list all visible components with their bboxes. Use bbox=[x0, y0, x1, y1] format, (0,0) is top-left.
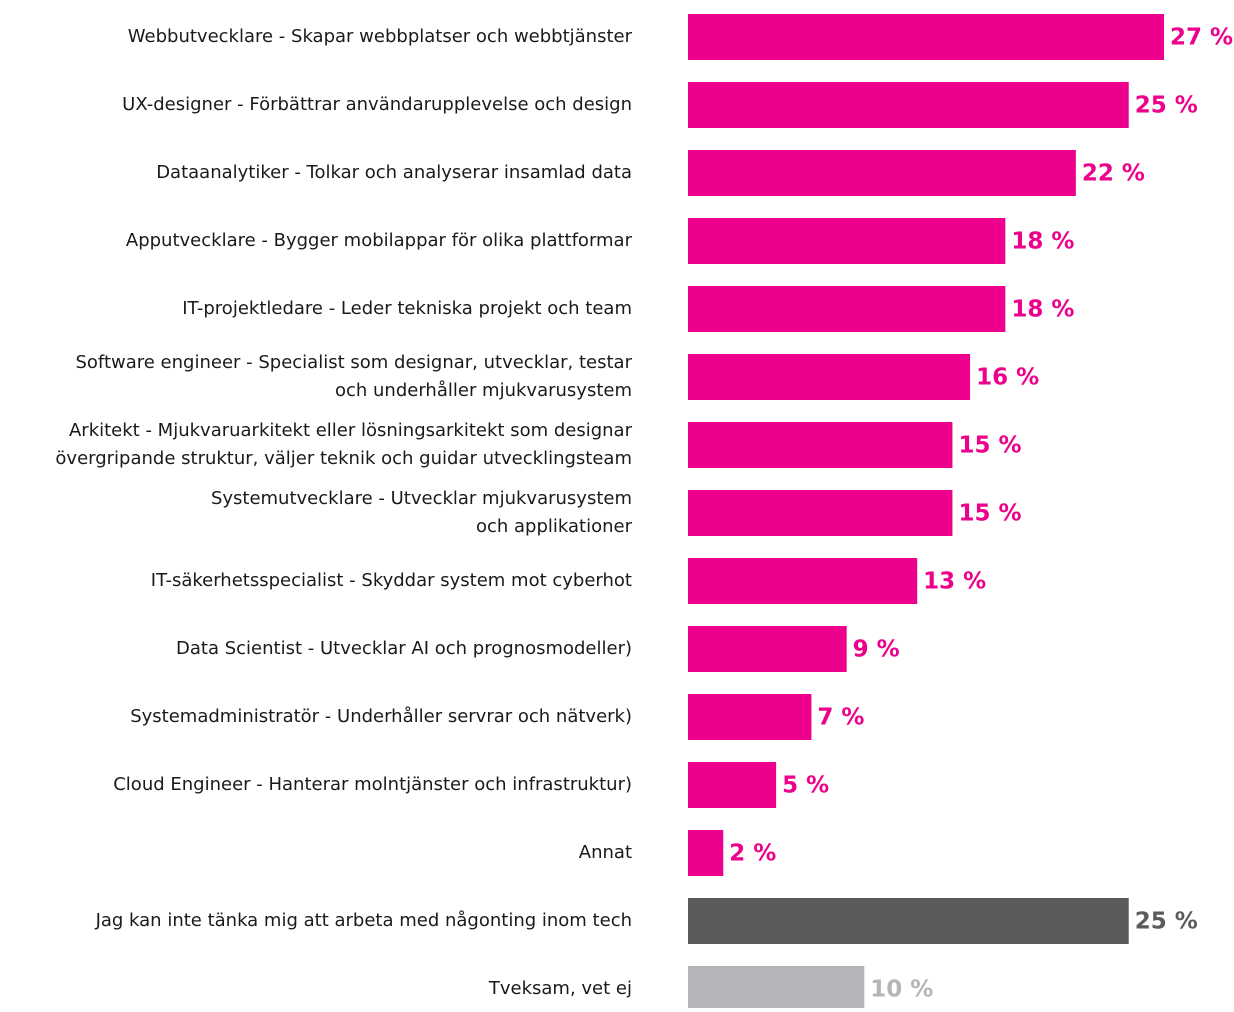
category-label: Dataanalytiker - Tolkar och analyserar i… bbox=[156, 162, 632, 183]
value-label: 7 % bbox=[817, 705, 864, 731]
value-label: 22 % bbox=[1082, 161, 1145, 187]
category-label: IT-säkerhetsspecialist - Skyddar system … bbox=[151, 570, 632, 591]
category-line: Cloud Engineer - Hanterar molntjänster o… bbox=[113, 774, 632, 795]
bar bbox=[688, 286, 1006, 332]
bar bbox=[688, 422, 953, 468]
category-label: Software engineer - Specialist som desig… bbox=[75, 352, 632, 401]
bar bbox=[688, 762, 777, 808]
category-line: Apputvecklare - Bygger mobilappar för ol… bbox=[126, 230, 633, 251]
category-label: Jag kan inte tänka mig att arbeta med nå… bbox=[95, 910, 632, 931]
category-label: Apputvecklare - Bygger mobilappar för ol… bbox=[126, 230, 633, 251]
value-label: 5 % bbox=[782, 773, 829, 799]
category-label: Cloud Engineer - Hanterar molntjänster o… bbox=[113, 774, 632, 795]
category-line: IT-säkerhetsspecialist - Skyddar system … bbox=[151, 570, 632, 591]
category-line: Annat bbox=[579, 842, 632, 863]
category-line: Tveksam, vet ej bbox=[488, 978, 632, 999]
category-line: Arkitekt - Mjukvaruarkitekt eller lösnin… bbox=[69, 420, 633, 441]
category-line: Webbutvecklare - Skapar webbplatser och … bbox=[128, 26, 633, 47]
category-line: Systemutvecklare - Utvecklar mjukvarusys… bbox=[211, 488, 632, 509]
category-label: Webbutvecklare - Skapar webbplatser och … bbox=[128, 26, 633, 47]
bar bbox=[688, 626, 847, 672]
category-line: och applikationer bbox=[476, 516, 633, 537]
category-label: Systemadministratör - Underhåller servra… bbox=[130, 706, 632, 727]
category-label: Tveksam, vet ej bbox=[488, 978, 632, 999]
category-line: Jag kan inte tänka mig att arbeta med nå… bbox=[95, 910, 632, 931]
value-label: 16 % bbox=[976, 365, 1039, 391]
bar bbox=[688, 150, 1076, 196]
category-label: Systemutvecklare - Utvecklar mjukvarusys… bbox=[211, 488, 633, 537]
bar bbox=[688, 82, 1129, 128]
category-label: Data Scientist - Utvecklar AI och progno… bbox=[176, 638, 632, 659]
category-label: Arkitekt - Mjukvaruarkitekt eller lösnin… bbox=[55, 420, 632, 469]
value-label: 18 % bbox=[1011, 297, 1074, 323]
value-label: 15 % bbox=[958, 433, 1021, 459]
value-label: 27 % bbox=[1170, 25, 1233, 51]
bar bbox=[688, 490, 953, 536]
value-label: 15 % bbox=[958, 501, 1021, 527]
bar bbox=[688, 354, 971, 400]
category-line: Data Scientist - Utvecklar AI och progno… bbox=[176, 638, 632, 659]
value-label: 25 % bbox=[1135, 93, 1198, 119]
value-label: 18 % bbox=[1011, 229, 1074, 255]
bar bbox=[688, 830, 724, 876]
category-line: övergripande struktur, väljer teknik och… bbox=[55, 448, 632, 469]
category-line: UX-designer - Förbättrar användaruppleve… bbox=[122, 94, 632, 115]
bar bbox=[688, 694, 812, 740]
category-line: Dataanalytiker - Tolkar och analyserar i… bbox=[156, 162, 632, 183]
category-label: IT-projektledare - Leder tekniska projek… bbox=[182, 298, 632, 319]
value-label: 10 % bbox=[870, 977, 933, 1003]
value-label: 13 % bbox=[923, 569, 986, 595]
bar bbox=[688, 218, 1006, 264]
category-line: och underhåller mjukvarusystem bbox=[335, 380, 632, 401]
value-label: 9 % bbox=[853, 637, 900, 663]
value-label: 25 % bbox=[1135, 909, 1198, 935]
category-label: UX-designer - Förbättrar användaruppleve… bbox=[122, 94, 632, 115]
bar bbox=[688, 966, 865, 1012]
bar bbox=[688, 14, 1164, 60]
value-label: 2 % bbox=[729, 841, 776, 867]
bar bbox=[688, 898, 1129, 944]
category-line: Systemadministratör - Underhåller servra… bbox=[130, 706, 632, 727]
category-line: IT-projektledare - Leder tekniska projek… bbox=[182, 298, 632, 319]
bar bbox=[688, 558, 918, 604]
category-label: Annat bbox=[579, 842, 632, 863]
category-line: Software engineer - Specialist som desig… bbox=[75, 352, 632, 373]
